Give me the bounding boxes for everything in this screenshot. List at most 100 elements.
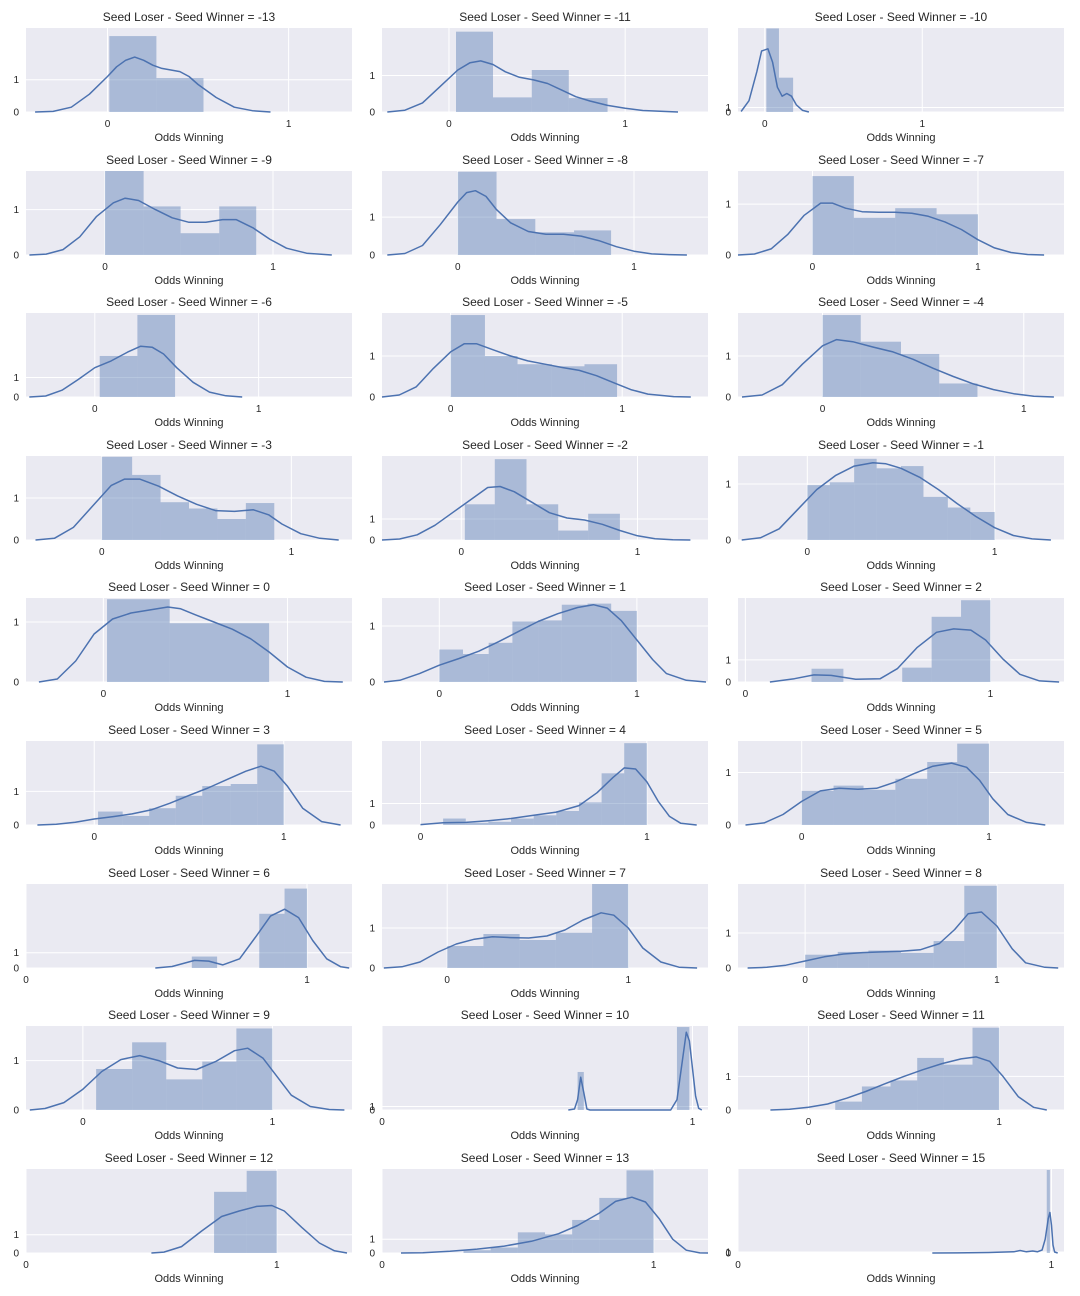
y-tick-label: 0 xyxy=(13,1249,19,1260)
histogram-bar xyxy=(450,315,485,397)
plot-area xyxy=(26,1026,352,1110)
plot-area xyxy=(26,884,352,968)
y-tick-label: 1 xyxy=(13,494,19,505)
x-tick-label: 1 xyxy=(256,404,262,415)
y-tick-label: 1 xyxy=(725,1072,731,1083)
y-tick-label: 1 xyxy=(369,515,375,526)
x-tick-label: 1 xyxy=(988,689,994,700)
chart-panel: Seed Loser - Seed Winner = -6 0 1 0 1 Odds Wi… xyxy=(13,295,352,429)
histogram-bar xyxy=(964,885,997,968)
histogram-bar xyxy=(156,78,204,112)
histogram-bar xyxy=(191,956,218,968)
plot-area xyxy=(382,598,708,682)
x-axis-label: Odds Winning xyxy=(510,702,579,714)
x-tick-label: 1 xyxy=(289,547,295,558)
kde-line xyxy=(381,485,691,541)
x-tick-label: 1 xyxy=(1021,404,1027,415)
chart-title: Seed Loser - Seed Winner = -1 xyxy=(818,438,984,452)
chart-panel: Seed Loser - Seed Winner = 9 0 1 0 1 Odds Win… xyxy=(13,1008,352,1142)
x-axis-label: Odds Winning xyxy=(866,1273,935,1285)
chart-title: Seed Loser - Seed Winner = 3 xyxy=(108,723,270,737)
histogram-bar xyxy=(464,504,495,540)
histogram-bar xyxy=(132,1042,167,1110)
kde-line xyxy=(381,342,691,398)
y-tick-label: 0 xyxy=(725,1249,731,1260)
histogram-bar xyxy=(901,353,940,397)
histogram-bar xyxy=(104,171,144,255)
y-tick-label: 0 xyxy=(13,536,19,547)
chart-title: Seed Loser - Seed Winner = 5 xyxy=(820,723,982,737)
kde-line xyxy=(38,606,343,683)
y-tick-label: 0 xyxy=(369,536,375,547)
plot-area xyxy=(382,456,708,540)
kde-line xyxy=(568,1031,703,1111)
x-axis-label: Odds Winning xyxy=(866,560,935,572)
x-axis-label: Odds Winning xyxy=(154,560,223,572)
y-tick-label: 0 xyxy=(725,536,731,547)
chart-panel: Seed Loser - Seed Winner = 11 0 1 0 1 Odds Wi… xyxy=(725,1008,1064,1142)
kde-line xyxy=(151,1204,348,1254)
x-axis-label: Odds Winning xyxy=(154,417,223,429)
plot-area xyxy=(26,28,352,112)
y-tick-label: 0 xyxy=(13,964,19,975)
histogram-bar xyxy=(465,822,489,825)
kde-line xyxy=(29,197,332,256)
histogram-bar xyxy=(447,946,484,968)
y-tick-label: 1 xyxy=(13,373,19,384)
y-tick-label: 0 xyxy=(13,251,19,262)
histogram-bar xyxy=(517,364,552,397)
y-tick-label: 0 xyxy=(725,393,731,404)
chart-panel: Seed Loser - Seed Winner = -8 0 1 0 1 Odds Wi… xyxy=(369,153,708,287)
y-tick-label: 1 xyxy=(369,213,375,224)
y-tick-label: 0 xyxy=(13,108,19,119)
x-tick-label: 1 xyxy=(274,1260,280,1271)
y-tick-label: 1 xyxy=(725,1248,731,1259)
histogram-bar xyxy=(939,383,978,397)
x-tick-label: 0 xyxy=(102,262,108,273)
x-tick-label: 0 xyxy=(806,1117,812,1128)
histogram-bar xyxy=(676,1027,690,1110)
kde-line xyxy=(741,461,1051,541)
chart-panel: Seed Loser - Seed Winner = -5 0 1 0 1 Odds Wi… xyxy=(369,295,708,429)
x-tick-label: 1 xyxy=(286,119,292,130)
histogram-bar xyxy=(538,620,562,682)
histogram-bar xyxy=(572,1219,600,1253)
histogram-bar xyxy=(99,355,138,397)
chart-title: Seed Loser - Seed Winner = 1 xyxy=(464,580,626,594)
x-axis-label: Odds Winning xyxy=(154,845,223,857)
chart-panel: Seed Loser - Seed Winner = 5 0 1 0 1 Odds Win… xyxy=(725,723,1064,857)
chart-title: Seed Loser - Seed Winner = 2 xyxy=(820,580,982,594)
histogram-bar xyxy=(957,743,990,825)
kde-line xyxy=(387,189,687,256)
x-tick-label: 1 xyxy=(996,1117,1002,1128)
x-tick-label: 0 xyxy=(379,1260,385,1271)
y-tick-label: 1 xyxy=(13,205,19,216)
plot-area xyxy=(738,456,1064,540)
histogram-bar xyxy=(863,789,896,825)
kde-line xyxy=(747,911,1059,969)
histogram-bar xyxy=(901,466,924,540)
histogram-bar xyxy=(923,496,948,540)
chart-panel: Seed Loser - Seed Winner = -2 0 1 0 1 Odds Wi… xyxy=(369,438,708,572)
x-axis-label: Odds Winning xyxy=(866,1130,935,1142)
histogram-bar xyxy=(488,821,512,825)
histogram-bar xyxy=(439,649,464,682)
histogram-bar xyxy=(835,1101,862,1110)
y-tick-label: 0 xyxy=(369,1249,375,1260)
x-axis-label: Odds Winning xyxy=(866,417,935,429)
histogram-bar xyxy=(490,1247,518,1253)
x-axis-label: Odds Winning xyxy=(154,275,223,287)
x-tick-label: 1 xyxy=(651,1260,657,1271)
x-tick-label: 0 xyxy=(459,547,465,558)
histogram-bar xyxy=(245,503,275,540)
x-tick-label: 0 xyxy=(101,689,107,700)
kde-line xyxy=(383,912,698,969)
chart-title: Seed Loser - Seed Winner = -3 xyxy=(106,438,272,452)
chart-title: Seed Loser - Seed Winner = 9 xyxy=(108,1008,270,1022)
x-axis-label: Odds Winning xyxy=(154,1130,223,1142)
chart-title: Seed Loser - Seed Winner = 0 xyxy=(108,580,270,594)
x-tick-label: 0 xyxy=(743,689,749,700)
x-tick-label: 0 xyxy=(799,832,805,843)
histogram-bar xyxy=(230,784,258,825)
chart-panel: Seed Loser - Seed Winner = 1 0 1 0 1 Odds Win… xyxy=(369,580,708,714)
